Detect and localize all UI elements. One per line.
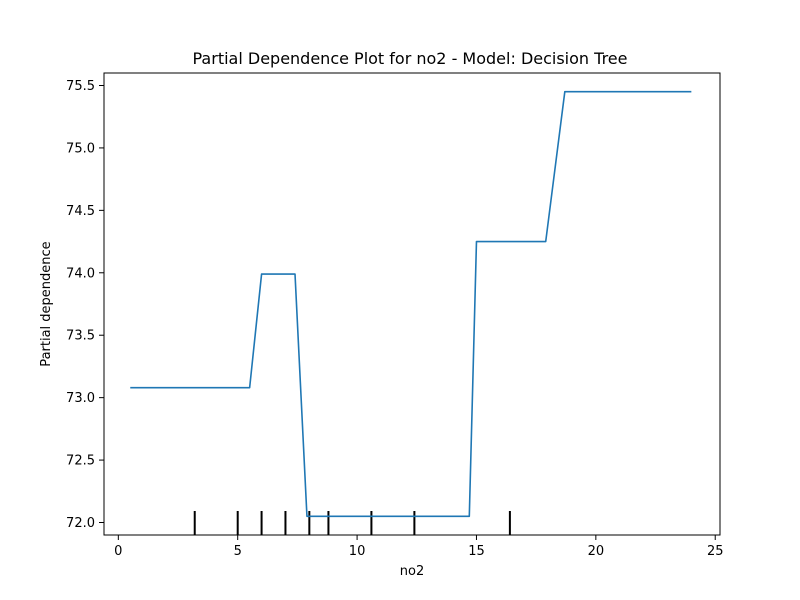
y-tick-label: 75.0 (66, 141, 95, 156)
y-axis-label: Partial dependence (39, 241, 54, 366)
x-tick-label: 15 (468, 544, 485, 559)
y-tick-label: 72.5 (66, 454, 95, 469)
y-tick-label: 73.0 (66, 391, 95, 406)
chart-title: Partial Dependence Plot for no2 - Model:… (193, 49, 628, 68)
y-tick-label: 73.5 (66, 329, 95, 344)
y-tick-label: 75.5 (66, 79, 95, 94)
x-tick-label: 10 (349, 544, 366, 559)
x-tick-label: 0 (114, 544, 122, 559)
x-tick-label: 20 (588, 544, 605, 559)
y-axis: 72.0 72.5 73.0 73.5 74.0 74.5 75.0 75.5 (66, 79, 104, 531)
x-axis: 0 5 10 15 20 25 (114, 535, 723, 559)
y-tick-label: 74.5 (66, 204, 95, 219)
series-layer (130, 90, 692, 518)
series-line (130, 90, 692, 518)
x-tick-label: 5 (234, 544, 242, 559)
plot-area (103, 72, 721, 536)
y-tick-label: 72.0 (66, 516, 95, 531)
x-axis-label: no2 (400, 564, 424, 579)
axes-frame (103, 72, 721, 536)
x-tick-label: 25 (707, 544, 724, 559)
rug-marks (193, 511, 511, 535)
y-tick-label: 74.0 (66, 266, 95, 281)
